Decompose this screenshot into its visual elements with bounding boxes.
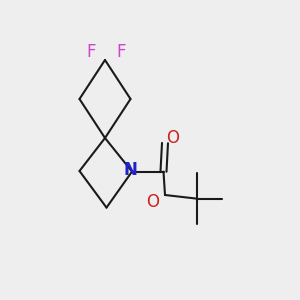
Text: O: O [167, 129, 180, 147]
Text: N: N [124, 161, 137, 179]
Text: F: F [87, 44, 96, 62]
Text: F: F [117, 44, 126, 62]
Text: O: O [146, 193, 160, 211]
